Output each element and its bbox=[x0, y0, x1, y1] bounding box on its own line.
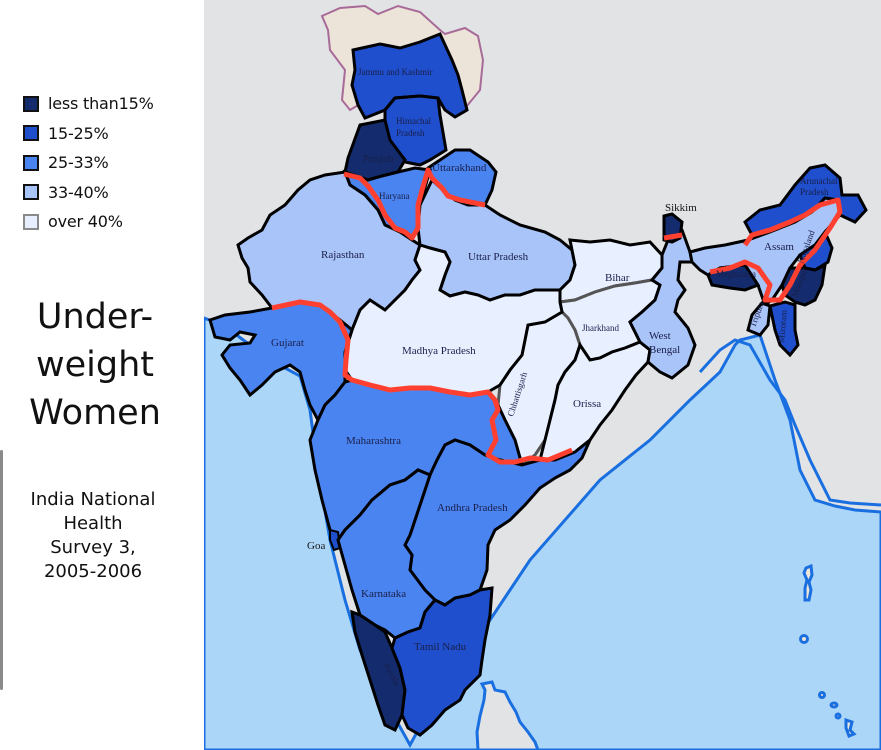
legend-label: 25-33% bbox=[48, 153, 109, 173]
legend-label: less than15% bbox=[48, 94, 154, 114]
label-arunachal-pradesh-2: Pradesh bbox=[800, 187, 829, 197]
label-himachal-pradesh-1: Himachal bbox=[396, 116, 431, 126]
sri-lanka bbox=[475, 680, 540, 750]
label-rajasthan: Rajasthan bbox=[321, 249, 365, 261]
slide-edge-divider bbox=[0, 450, 3, 690]
label-andhra-pradesh: Andhra Pradesh bbox=[437, 502, 508, 514]
andaman-islands bbox=[799, 563, 857, 738]
state-orissa bbox=[538, 340, 652, 462]
title-line: Women bbox=[29, 393, 161, 433]
label-west-bengal-1: West bbox=[649, 330, 671, 342]
label-uttar-pradesh: Uttar Pradesh bbox=[468, 251, 529, 263]
source-caption: India National Health Survey 3, 2005-200… bbox=[0, 488, 186, 584]
label-mizoram: Mizoram bbox=[776, 309, 789, 343]
legend: less than15% 15-25% 25-33% 33-40% over 4… bbox=[23, 89, 154, 237]
label-assam: Assam bbox=[764, 241, 794, 253]
label-madhya-pradesh: Madhya Pradesh bbox=[402, 345, 476, 357]
label-himachal-pradesh-2: Pradesh bbox=[396, 128, 425, 138]
state-mizoram bbox=[768, 300, 800, 358]
legend-swatch bbox=[23, 154, 39, 171]
label-sikkim: Sikkim bbox=[665, 202, 697, 214]
label-maharashtra: Maharashtra bbox=[346, 435, 401, 447]
source-line: 2005-2006 bbox=[43, 561, 143, 582]
highlight-borders bbox=[271, 167, 843, 465]
india-map: Jammu and Kashmir Himachal Pradesh Punja… bbox=[204, 0, 881, 750]
legend-label: over 40% bbox=[48, 212, 123, 232]
label-arunachal-pradesh-1: Arunachal bbox=[800, 176, 838, 186]
label-goa: Goa bbox=[307, 540, 325, 552]
label-jharkhand: Jharkhand bbox=[582, 323, 619, 333]
legend-item-over-40: over 40% bbox=[23, 207, 154, 237]
state-goa bbox=[329, 528, 342, 552]
legend-swatch bbox=[23, 213, 39, 230]
label-jammu-and-kashmir: Jammu and Kashmir bbox=[358, 67, 433, 77]
label-haryana: Haryana bbox=[379, 191, 409, 201]
label-punjab: Punjab bbox=[363, 153, 394, 165]
legend-swatch bbox=[23, 95, 39, 112]
source-line: Health bbox=[63, 513, 123, 534]
source-line: India National bbox=[30, 489, 156, 510]
legend-swatch bbox=[23, 125, 39, 142]
bay-coastline bbox=[698, 338, 881, 507]
legend-label: 15-25% bbox=[48, 123, 109, 143]
map-title: Under- weight Women bbox=[0, 293, 190, 437]
label-karnataka: Karnataka bbox=[361, 588, 406, 600]
label-bihar: Bihar bbox=[605, 272, 630, 284]
legend-item-15-25: 15-25% bbox=[23, 119, 154, 149]
state-tamil-nadu bbox=[390, 586, 494, 737]
legend-item-33-40: 33-40% bbox=[23, 178, 154, 208]
label-west-bengal-2: Bengal bbox=[649, 344, 680, 356]
legend-panel: less than15% 15-25% 25-33% 33-40% over 4… bbox=[0, 0, 204, 750]
label-uttarakhand: Uttarakhand bbox=[432, 162, 487, 174]
state-west-bengal bbox=[628, 220, 697, 380]
title-line: weight bbox=[35, 345, 154, 385]
label-gujarat: Gujarat bbox=[271, 337, 304, 349]
source-line: Survey 3, bbox=[50, 537, 136, 558]
label-orissa: Orissa bbox=[573, 398, 601, 410]
legend-swatch bbox=[23, 184, 39, 201]
legend-label: 33-40% bbox=[48, 182, 109, 202]
label-tamil-nadu: Tamil Nadu bbox=[414, 641, 467, 653]
legend-item-less-than-15: less than15% bbox=[23, 89, 154, 119]
title-line: Under- bbox=[36, 297, 154, 337]
legend-item-25-33: 25-33% bbox=[23, 148, 154, 178]
label-meghalaya: Meghalaya bbox=[716, 269, 756, 279]
